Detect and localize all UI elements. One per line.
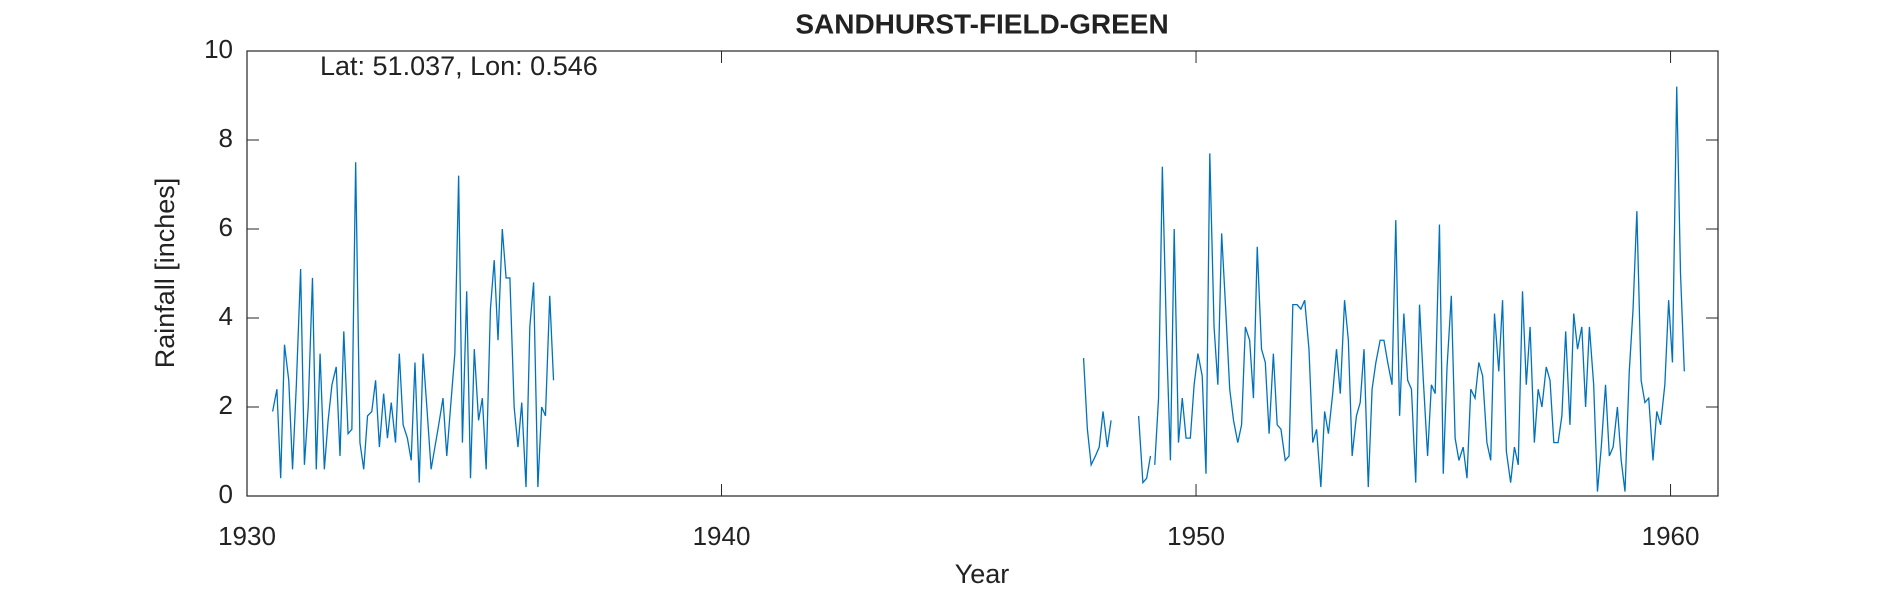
x-tick-label: 1960 xyxy=(1642,521,1700,551)
y-tick-label: 0 xyxy=(219,479,233,509)
y-tick-label: 10 xyxy=(204,34,233,64)
x-tick-label: 1940 xyxy=(693,521,751,551)
y-tick-label: 8 xyxy=(219,123,233,153)
y-tick-label: 2 xyxy=(219,390,233,420)
annotation: Lat: 51.037, Lon: 0.546 xyxy=(320,51,598,81)
chart-title: SANDHURST-FIELD-GREEN xyxy=(795,8,1168,39)
y-tick-label: 4 xyxy=(219,301,233,331)
x-tick-label: 1950 xyxy=(1167,521,1225,551)
axes-box xyxy=(246,50,1719,497)
x-axis-label: Year xyxy=(955,559,1010,589)
x-tick-label: 1930 xyxy=(218,521,276,551)
y-axis-label: Rainfall [inches] xyxy=(150,178,180,369)
rainfall-line xyxy=(271,86,1685,492)
y-tick-label: 6 xyxy=(219,212,233,242)
